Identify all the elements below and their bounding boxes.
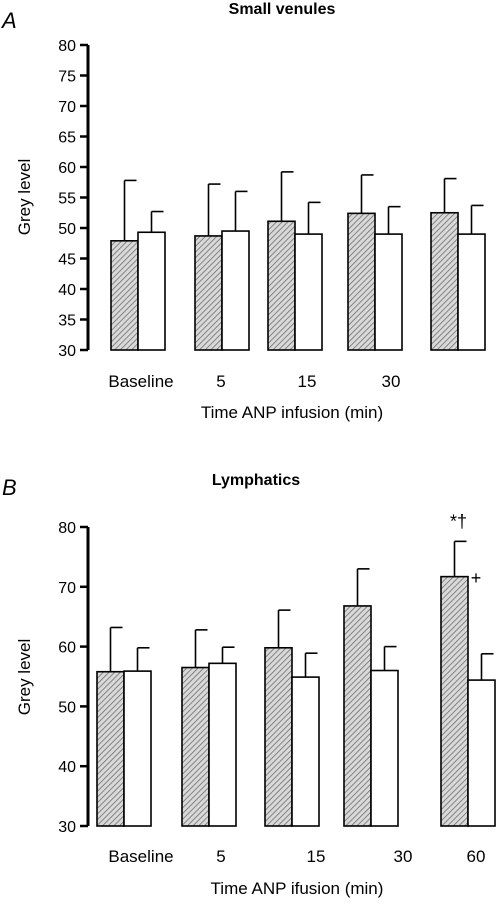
y-tick-label: 75 — [58, 69, 76, 86]
open-bar — [137, 231, 166, 351]
significance-marker: + — [471, 568, 482, 588]
chart-title: Small venules — [229, 1, 336, 18]
hatched-bar — [343, 605, 372, 827]
y-tick-label: 30 — [58, 819, 76, 836]
open-bar — [294, 233, 323, 351]
y-tick-label: 50 — [58, 221, 76, 238]
y-tick-label: 70 — [58, 99, 76, 116]
open-bar — [457, 233, 486, 351]
hatched-bar — [267, 220, 296, 351]
y-tick-label: 80 — [58, 520, 76, 537]
y-tick-label: 45 — [58, 252, 76, 269]
x-category-label: Baseline — [108, 847, 173, 866]
y-axis-label: Grey level — [15, 159, 34, 236]
y-tick-label: 55 — [58, 191, 76, 208]
hatched-bar — [96, 670, 125, 827]
y-tick-label: 40 — [58, 759, 76, 776]
open-bar — [291, 676, 320, 827]
x-category-label: 15 — [298, 372, 317, 391]
y-tick-label: 60 — [58, 160, 76, 177]
panel-letter: A — [0, 8, 17, 33]
chart-title: Lymphatics — [212, 472, 300, 489]
x-category-label: 60 — [467, 847, 486, 866]
y-tick-label: 50 — [58, 699, 76, 716]
hatched-bar — [430, 211, 459, 351]
significance-marker: *† — [450, 511, 467, 531]
y-axis-label: Grey level — [15, 639, 34, 716]
x-category-label: 5 — [216, 847, 225, 866]
hatched-bar — [264, 646, 293, 827]
y-tick-label: 40 — [58, 282, 76, 299]
y-tick-label: 35 — [58, 313, 76, 330]
open-bar — [370, 669, 399, 827]
open-bar — [467, 679, 496, 827]
x-category-label: 30 — [382, 372, 401, 391]
x-axis-label: Time ANP infusion (min) — [201, 403, 383, 422]
hatched-bar — [440, 575, 469, 827]
y-tick-label: 70 — [58, 580, 76, 597]
x-category-label: 5 — [216, 372, 225, 391]
y-tick-label: 65 — [58, 130, 76, 147]
hatched-bar — [110, 240, 139, 351]
open-bar — [208, 662, 237, 827]
open-bar — [374, 233, 403, 351]
open-bar — [221, 230, 250, 351]
x-category-label: 15 — [307, 847, 326, 866]
x-category-label: Baseline — [108, 372, 173, 391]
hatched-bar — [347, 212, 376, 351]
y-tick-label: 80 — [58, 38, 76, 55]
x-category-label: 30 — [394, 847, 413, 866]
x-axis-label: Time ANP ifusion (min) — [211, 879, 384, 898]
y-tick-label: 60 — [58, 640, 76, 657]
hatched-bar — [194, 235, 223, 351]
y-tick-label: 30 — [58, 343, 76, 360]
hatched-bar — [181, 666, 210, 827]
panel-letter: B — [2, 475, 17, 500]
open-bar — [123, 670, 152, 827]
